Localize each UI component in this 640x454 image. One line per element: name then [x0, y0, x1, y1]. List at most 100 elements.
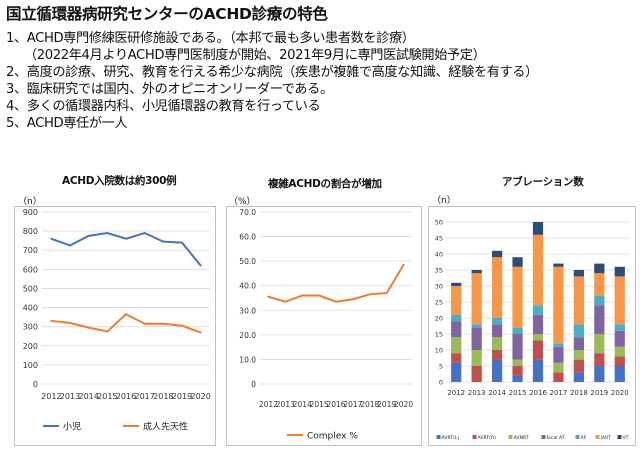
bar-segment — [451, 282, 462, 286]
x-tick-label: 2015 — [97, 392, 117, 401]
data-point — [181, 241, 183, 244]
data-point — [368, 293, 371, 296]
data-point — [69, 321, 71, 324]
data-point — [69, 244, 71, 247]
bar-segment — [573, 372, 584, 382]
bar-segment — [512, 334, 523, 360]
y-tick-label: 10.0 — [239, 355, 256, 364]
legend-swatch — [472, 435, 477, 439]
y-tick-label: 0 — [33, 380, 38, 389]
chart3-unit: （n） — [432, 196, 456, 206]
x-tick-label: 2012 — [447, 389, 465, 397]
bar-segment — [532, 305, 544, 315]
chart1-title: ACHD入院数は約300例 — [62, 175, 177, 187]
bar-segment — [451, 362, 462, 382]
data-point — [267, 295, 270, 298]
x-tick-label: 2017 — [550, 389, 568, 397]
bar-segment — [594, 263, 605, 274]
x-tick-label: 2019 — [172, 392, 192, 401]
chart2-unit: （%） — [229, 197, 256, 207]
data-point — [301, 294, 304, 297]
bar-segment — [553, 346, 564, 363]
y-tick-label: 0 — [251, 380, 256, 389]
y-tick-label: 35 — [435, 267, 443, 275]
chart2-frame — [226, 206, 422, 446]
bar-segment — [451, 314, 462, 322]
bar-segment — [532, 340, 544, 360]
y-tick-label: 40.0 — [239, 282, 256, 291]
bar-segment — [451, 321, 462, 338]
data-point — [199, 264, 202, 267]
y-tick-label: 30 — [435, 283, 443, 291]
legend-label: focal AT — [547, 435, 565, 441]
x-tick-label: 2015 — [310, 400, 329, 409]
x-tick-label: 2013 — [468, 389, 486, 397]
bar-segment — [614, 330, 625, 347]
bar-segment — [471, 270, 482, 274]
bar-segment — [532, 222, 544, 235]
bar-segment — [594, 366, 605, 382]
bar-segment — [573, 359, 584, 373]
bar-segment — [532, 359, 544, 382]
bar-segment — [553, 343, 564, 347]
bar-segment — [614, 356, 625, 366]
data-point — [385, 292, 388, 295]
y-tick-label: 50.0 — [239, 257, 256, 266]
y-tick-label: 45 — [435, 235, 443, 243]
feature-point-1-note: （2022年4月よりACHD専門医制度が開始、2021年9月に専門医試験開始予定… — [24, 48, 486, 63]
data-point — [87, 326, 90, 329]
y-tick-label: 100 — [23, 361, 38, 370]
bar-segment — [553, 372, 564, 382]
bar-segment — [492, 359, 503, 382]
y-tick-label: 20 — [435, 315, 443, 323]
feature-list: 1、ACHD専門修練医研修施設である。（本邦で最も多い患者数を診療） （2022… — [6, 30, 538, 132]
data-point — [50, 237, 53, 240]
data-point — [106, 330, 109, 333]
x-tick-label: 2018 — [153, 392, 173, 401]
bar-segment — [594, 334, 605, 354]
bar-segment — [471, 327, 482, 350]
y-tick-label: 900 — [23, 208, 38, 217]
data-point — [162, 322, 165, 325]
data-point — [181, 324, 183, 327]
data-point — [318, 294, 321, 297]
bar-segment — [512, 366, 523, 376]
y-tick-label: 70.0 — [239, 208, 256, 217]
bar-segment — [492, 324, 503, 338]
bar-segment — [594, 305, 605, 334]
data-point — [162, 240, 165, 243]
legend-swatch — [595, 435, 600, 439]
data-point — [199, 331, 202, 334]
ablation-stacked-bar-chart: 0 5 10 15 20 25 30 35 40 45 50 2012 2013 2014 2015 2016… — [428, 206, 636, 446]
data-point — [106, 232, 109, 235]
bar-segment — [614, 276, 625, 325]
x-tick-label: 2019 — [377, 400, 396, 409]
x-tick-label: 2017 — [343, 400, 362, 409]
x-tick-label: 2013 — [60, 392, 80, 401]
feature-point-2: 2、高度の診療、研究、教育を行える希少な病院（疾患が複雑で高度な知識、経験を有す… — [6, 65, 538, 80]
x-tick-label: 2016 — [326, 400, 345, 409]
chart3-title: アブレーション数 — [502, 176, 584, 188]
bar-segment — [553, 362, 564, 373]
bar-segment — [451, 353, 462, 363]
y-tick-label: 500 — [23, 284, 38, 293]
y-tick-label: 800 — [23, 227, 38, 236]
legend-swatch — [575, 435, 580, 439]
bar-segment — [573, 337, 584, 350]
bar-segment — [451, 337, 462, 354]
y-tick-label: 15 — [435, 331, 443, 339]
x-tick-label: 2014 — [293, 400, 312, 409]
bar-segment — [594, 273, 605, 296]
x-tick-label: 2014 — [78, 392, 98, 401]
bar-segment — [532, 314, 544, 334]
bar-segment — [614, 266, 625, 277]
data-point — [50, 319, 53, 322]
y-tick-label: 10 — [435, 347, 443, 355]
bar-segment — [471, 366, 482, 382]
bar-segment — [492, 350, 503, 360]
complex-ratio-line-chart: 010.020.030.040.050.060.070.020122013201… — [226, 206, 422, 446]
bar-segment — [492, 250, 503, 258]
data-point — [335, 300, 337, 303]
x-tick-label: 2019 — [590, 389, 608, 397]
data-point — [125, 313, 127, 316]
